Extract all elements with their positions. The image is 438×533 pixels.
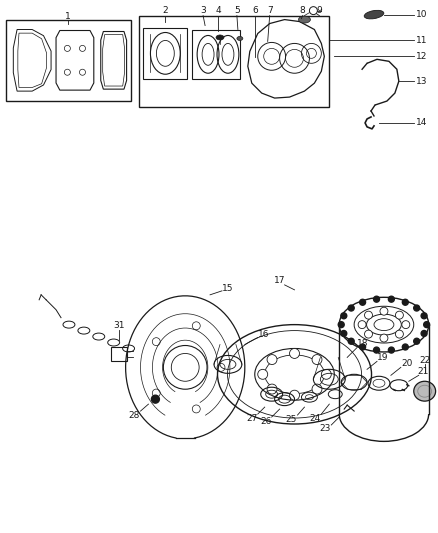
Text: 8: 8 xyxy=(300,6,305,15)
Bar xyxy=(144,28,187,79)
Circle shape xyxy=(402,321,410,329)
Circle shape xyxy=(290,349,300,358)
Circle shape xyxy=(348,338,354,344)
Circle shape xyxy=(403,344,408,350)
Bar xyxy=(138,15,329,107)
Bar xyxy=(111,348,127,361)
Circle shape xyxy=(389,296,394,302)
Text: 9: 9 xyxy=(317,6,322,15)
Text: 23: 23 xyxy=(320,424,331,433)
Text: 3: 3 xyxy=(200,6,206,15)
Circle shape xyxy=(267,384,277,394)
Circle shape xyxy=(424,321,430,328)
Text: 26: 26 xyxy=(260,416,272,425)
Circle shape xyxy=(267,354,277,365)
Bar xyxy=(7,20,131,101)
Text: 1: 1 xyxy=(65,12,71,21)
Ellipse shape xyxy=(216,35,224,40)
Text: 28: 28 xyxy=(129,410,140,419)
Ellipse shape xyxy=(298,16,311,23)
Text: 19: 19 xyxy=(377,353,389,362)
Circle shape xyxy=(396,311,403,319)
Circle shape xyxy=(374,347,379,353)
Text: 12: 12 xyxy=(416,52,427,61)
Circle shape xyxy=(348,305,354,311)
Circle shape xyxy=(312,354,322,365)
Ellipse shape xyxy=(414,381,436,401)
Text: 18: 18 xyxy=(357,339,369,348)
Text: 16: 16 xyxy=(258,330,269,339)
Text: 7: 7 xyxy=(267,6,272,15)
Text: 5: 5 xyxy=(234,6,240,15)
Ellipse shape xyxy=(364,10,384,19)
Circle shape xyxy=(421,313,427,319)
Circle shape xyxy=(364,330,372,338)
Text: 27: 27 xyxy=(246,414,258,423)
Text: 21: 21 xyxy=(417,367,428,376)
Bar xyxy=(192,29,240,79)
Circle shape xyxy=(389,347,394,353)
Text: 6: 6 xyxy=(252,6,258,15)
Circle shape xyxy=(258,369,268,379)
Circle shape xyxy=(380,334,388,342)
Text: 17: 17 xyxy=(274,277,286,285)
Circle shape xyxy=(152,395,159,403)
Circle shape xyxy=(360,344,366,350)
Circle shape xyxy=(321,369,331,379)
Circle shape xyxy=(421,330,427,336)
Text: 11: 11 xyxy=(416,36,427,45)
Circle shape xyxy=(358,321,366,329)
Circle shape xyxy=(364,311,372,319)
Circle shape xyxy=(338,321,344,328)
Text: 22: 22 xyxy=(419,356,430,365)
Circle shape xyxy=(312,384,322,394)
Text: 15: 15 xyxy=(222,285,234,293)
Circle shape xyxy=(380,307,388,315)
Circle shape xyxy=(396,330,403,338)
Circle shape xyxy=(414,305,420,311)
Text: 2: 2 xyxy=(162,6,168,15)
Text: 14: 14 xyxy=(416,118,427,127)
Text: 10: 10 xyxy=(416,10,427,19)
Text: 31: 31 xyxy=(113,321,124,330)
Text: 24: 24 xyxy=(310,414,321,423)
Text: 20: 20 xyxy=(401,359,413,368)
Text: 13: 13 xyxy=(416,77,427,86)
Circle shape xyxy=(290,390,300,400)
Ellipse shape xyxy=(237,36,243,41)
Circle shape xyxy=(341,313,347,319)
Text: 25: 25 xyxy=(286,415,297,424)
Circle shape xyxy=(414,338,420,344)
Circle shape xyxy=(360,299,366,305)
Circle shape xyxy=(341,330,347,336)
Circle shape xyxy=(374,296,379,302)
Text: 4: 4 xyxy=(215,6,221,15)
Circle shape xyxy=(403,299,408,305)
